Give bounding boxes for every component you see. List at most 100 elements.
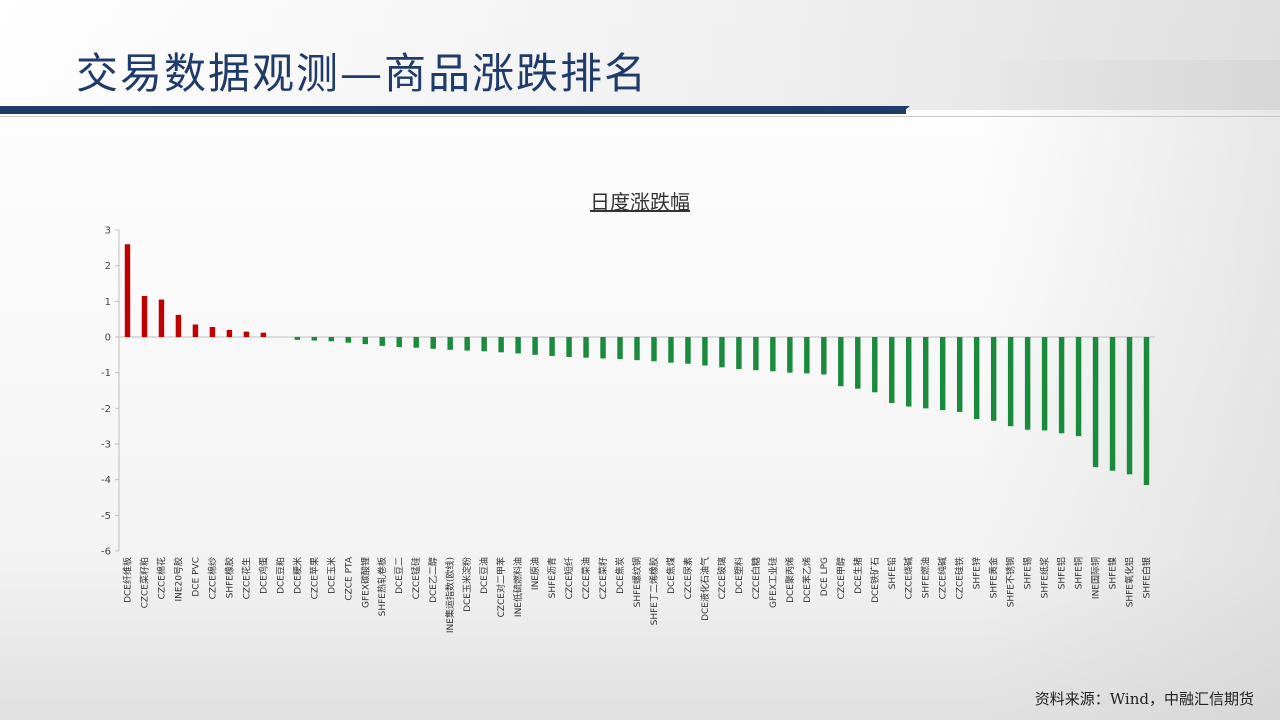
category-label: CZCE菜油 xyxy=(580,557,592,599)
category-label: SHFE丁二烯橡胶 xyxy=(648,557,660,625)
category-label: INE20号胶 xyxy=(172,557,184,602)
bar xyxy=(685,337,691,364)
bar xyxy=(1075,337,1082,437)
category-label: INE原油 xyxy=(529,557,541,590)
bar xyxy=(719,337,725,368)
bar xyxy=(855,337,861,389)
category-label: CZCE锰硅 xyxy=(410,557,422,599)
bar xyxy=(141,295,148,337)
bar xyxy=(532,337,538,355)
bar xyxy=(617,337,623,360)
bar xyxy=(158,299,165,337)
bar xyxy=(243,331,250,337)
y-tick-label: -5 xyxy=(101,511,111,522)
bar xyxy=(260,332,267,337)
category-label: CZCE短纤 xyxy=(563,557,575,599)
title-underline-bar xyxy=(0,106,906,114)
bar xyxy=(787,337,793,373)
category-label: DCE玉米 xyxy=(325,557,337,594)
y-tick-label: 0 xyxy=(105,333,111,344)
bar xyxy=(634,337,640,361)
bar xyxy=(549,337,555,356)
category-label: SHFE螺纹钢 xyxy=(631,557,643,607)
category-label: DCE粳米 xyxy=(291,557,303,594)
category-label: CZCE PTA xyxy=(344,556,354,601)
category-label: SHFE沥青 xyxy=(546,557,558,598)
category-label: SHFE不锈钢 xyxy=(1005,557,1017,607)
bar xyxy=(702,337,708,366)
bar xyxy=(192,324,199,337)
category-label: DCE铁矿石 xyxy=(869,557,881,603)
bar xyxy=(311,337,318,341)
category-label: DCE豆油 xyxy=(478,557,490,594)
bar xyxy=(753,337,759,371)
bar xyxy=(1007,337,1014,427)
bar xyxy=(668,337,674,363)
category-label: SHFE橡胶 xyxy=(223,557,235,598)
category-label: CZCE菜籽粕 xyxy=(138,557,150,608)
chart-title: 日度涨跌幅 xyxy=(590,190,690,214)
category-label: SHFE锌 xyxy=(971,557,983,589)
bar xyxy=(1126,337,1133,475)
category-label: CZCE玻璃 xyxy=(716,557,728,599)
bar xyxy=(1058,337,1065,434)
category-label: GFEX工业硅 xyxy=(767,557,779,608)
bar xyxy=(209,327,216,337)
bar xyxy=(362,337,368,345)
background-decoration-bottom xyxy=(0,560,1280,720)
category-label: SHFE铜 xyxy=(1073,557,1085,589)
y-tick-label: -4 xyxy=(101,475,111,486)
category-label: CZCE尿素 xyxy=(682,557,694,599)
bar xyxy=(1092,337,1099,468)
category-label: SHFE铅 xyxy=(886,557,898,589)
y-tick-label: -2 xyxy=(101,404,111,415)
y-tick-label: -3 xyxy=(101,440,111,451)
category-label: DCE苯乙烯 xyxy=(801,557,813,603)
category-label: DCE液化石油气 xyxy=(699,557,711,621)
bar xyxy=(430,337,436,349)
bar xyxy=(838,337,844,387)
bar xyxy=(175,314,182,337)
bar xyxy=(956,337,963,412)
bar xyxy=(1109,337,1116,471)
y-tick-label: 3 xyxy=(105,226,111,237)
category-label: CZCE棉花 xyxy=(155,557,167,599)
category-label: DCE LPG xyxy=(820,557,830,596)
category-label: INE低硫燃料油 xyxy=(512,557,524,617)
category-label: DCE生猪 xyxy=(852,557,864,594)
category-label: SHFE锡 xyxy=(1023,557,1034,589)
category-label: SHFE氧化铝 xyxy=(1124,557,1136,607)
category-label: CZCE硅铁 xyxy=(954,557,966,599)
bar xyxy=(889,337,895,403)
category-label: CZCE白糖 xyxy=(750,557,762,599)
bar-chart: 3 2 1 0 -1 -2 -3 -4 -5 -6 DCE纤维板 CZCE菜籽粕 CZCE棉花 INE20… xyxy=(101,226,1155,633)
category-label: DCE豆二 xyxy=(394,557,405,594)
category-label: CZCE花生 xyxy=(240,557,252,599)
y-tick-label: -1 xyxy=(101,368,111,379)
bar xyxy=(1024,337,1031,430)
bar xyxy=(872,337,878,393)
category-label: CZCE对二甲苯 xyxy=(495,557,507,617)
bar xyxy=(481,337,487,352)
category-label: SHFE镍 xyxy=(1107,557,1119,589)
category-label: CZCE烧碱 xyxy=(903,557,915,599)
bar xyxy=(906,337,912,407)
title-underline-tip xyxy=(900,106,910,114)
category-label: CZCE菜籽 xyxy=(597,557,609,599)
bar xyxy=(345,337,351,343)
source-note: 资料来源：Wind，中融汇信期货 xyxy=(1034,690,1254,708)
category-label: CZCE纯碱 xyxy=(937,557,949,599)
bar xyxy=(328,337,335,342)
category-label: INE集运指数(欧线) xyxy=(444,557,456,633)
bar xyxy=(226,329,233,337)
category-label: SHFE白银 xyxy=(1141,557,1153,598)
category-label: DCE玉米淀粉 xyxy=(461,557,473,612)
bar xyxy=(821,337,827,375)
bar xyxy=(1041,337,1048,431)
category-label: SHFE热轧卷板 xyxy=(376,557,388,616)
bar xyxy=(770,337,776,372)
category-label: DCE鸡蛋 xyxy=(257,557,269,594)
bar xyxy=(413,337,419,348)
bar xyxy=(600,337,606,359)
bar xyxy=(736,337,742,370)
